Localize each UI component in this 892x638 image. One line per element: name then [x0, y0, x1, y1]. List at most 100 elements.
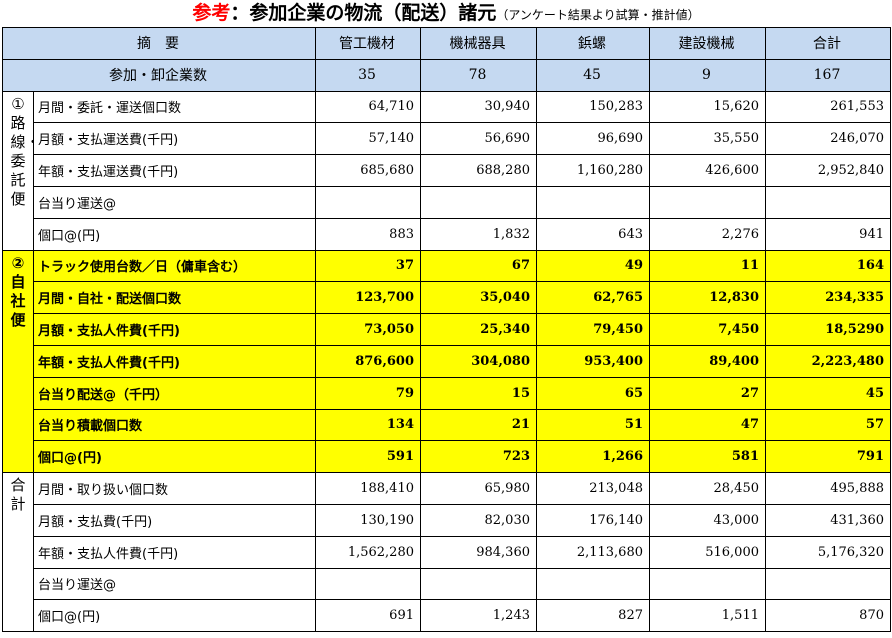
- table-cell: 18,5290: [765, 313, 891, 346]
- table-cell: [315, 185, 421, 219]
- table-cell: 130,190: [315, 503, 421, 537]
- row-label: 台当り運送@: [33, 567, 316, 601]
- table-cell: 827: [536, 599, 650, 633]
- column-header: 管工機材: [315, 27, 421, 60]
- table-cell: [649, 185, 766, 219]
- row-label: 個口@(円): [33, 440, 316, 474]
- table-cell: 28,450: [649, 472, 766, 505]
- participants-label: 参加・卸企業数: [2, 58, 316, 92]
- title-prefix: 参考: [192, 2, 231, 24]
- section-label-text: ①路線・委託便: [10, 94, 33, 208]
- table-row: 年額・支払人件費(千円) 1,562,280 984,360 2,113,680 516…: [3, 535, 891, 569]
- table-cell: 123,700: [315, 281, 421, 315]
- table-cell: 791: [765, 440, 891, 474]
- row-label: 個口@(円): [33, 599, 316, 633]
- row-label: トラック使用台数／日（傭車含む）: [33, 249, 316, 283]
- table-cell: 2,952,840: [765, 154, 891, 187]
- table-row: ②自社便 トラック使用台数／日（傭車含む） 37 67 49 11 164: [2, 249, 891, 474]
- table-cell: 25,340: [420, 313, 537, 346]
- table-cell: 7,450: [649, 313, 766, 346]
- table-cell: 45: [765, 376, 891, 410]
- participants-value: 78: [420, 58, 537, 92]
- table-cell: 57,140: [315, 122, 421, 156]
- table-cell: 51: [536, 408, 650, 442]
- page-title: 参考：参加企業の物流（配送）諸元（アンケート結果より試算・推計値）: [0, 0, 892, 27]
- table-cell: 685,680: [315, 154, 421, 187]
- table-cell: 15: [420, 376, 537, 410]
- table-row: 個口@(円) 691 1,243 827 1,511 870: [3, 599, 891, 633]
- logistics-table: 摘 要 管工機材 機械器具 鋲螺 建設機械 合計 参加・卸企業数 35 78 4…: [2, 27, 891, 633]
- table-cell: 134: [315, 408, 421, 442]
- table-cell: 12,830: [649, 281, 766, 315]
- section-total-label: 合計: [2, 472, 34, 633]
- section-label-text: ②自社便: [10, 253, 26, 329]
- table-cell: 49: [536, 249, 650, 283]
- table-cell: 35,040: [420, 281, 537, 315]
- header-summary: 摘 要: [2, 27, 316, 60]
- table-cell: 1,511: [649, 599, 766, 633]
- table-cell: 1,562,280: [315, 535, 421, 569]
- table-row: 台当り運送@: [3, 567, 891, 601]
- table-cell: 883: [315, 217, 421, 251]
- column-header: 機械器具: [420, 27, 537, 60]
- table-row: 台当り配送@（千円） 79 15 65 27 45: [3, 376, 891, 410]
- header-row: 摘 要 管工機材 機械器具 鋲螺 建設機械 合計: [2, 27, 891, 60]
- table-cell: 27: [649, 376, 766, 410]
- table-row: 月額・支払運送費(千円) 57,140 56,690 96,690 35,550 246,…: [3, 122, 891, 156]
- table-cell: 65,980: [420, 472, 537, 505]
- table-cell: 984,360: [420, 535, 537, 569]
- column-header: 鋲螺: [536, 27, 650, 60]
- row-label: 月間・自社・配送個口数: [33, 281, 316, 315]
- table-cell: 1,243: [420, 599, 537, 633]
- table-cell: 176,140: [536, 503, 650, 537]
- table-cell: 1,160,280: [536, 154, 650, 187]
- table-cell: 870: [765, 599, 891, 633]
- table-row: 月間・自社・配送個口数 123,700 35,040 62,765 12,830 234,…: [3, 281, 891, 315]
- row-label: 台当り運送@: [33, 185, 316, 219]
- table-cell: [536, 567, 650, 601]
- table-cell: 47: [649, 408, 766, 442]
- table-cell: 2,276: [649, 217, 766, 251]
- table-cell: 876,600: [315, 344, 421, 378]
- row-label: 年額・支払運送費(千円): [33, 154, 316, 187]
- table-cell: 688,280: [420, 154, 537, 187]
- table-cell: 73,050: [315, 313, 421, 346]
- participants-value: 35: [315, 58, 421, 92]
- row-label: 個口@(円): [33, 217, 316, 251]
- title-main: ：参加企業の物流（配送）諸元: [230, 2, 497, 24]
- table-cell: 213,048: [536, 472, 650, 505]
- table-cell: 941: [765, 217, 891, 251]
- table-cell: 591: [315, 440, 421, 474]
- table-cell: [536, 185, 650, 219]
- table-cell: 37: [315, 249, 421, 283]
- table-row: 個口@(円) 883 1,832 643 2,276 941: [3, 217, 891, 251]
- table-row: 年額・支払運送費(千円) 685,680 688,280 1,160,280 426,6…: [3, 154, 891, 187]
- table-cell: [649, 567, 766, 601]
- participants-value: 167: [765, 58, 891, 92]
- table-cell: 21: [420, 408, 537, 442]
- table-cell: 426,600: [649, 154, 766, 187]
- row-label: 台当り積載個口数: [33, 408, 316, 442]
- table-cell: 5,176,320: [765, 535, 891, 569]
- table-cell: 495,888: [765, 472, 891, 505]
- table-cell: [420, 185, 537, 219]
- table-cell: 15,620: [649, 90, 766, 124]
- table-cell: [315, 567, 421, 601]
- table-cell: 261,553: [765, 90, 891, 124]
- table-row: 月額・支払人件費(千円) 73,050 25,340 79,450 7,450 18,52…: [3, 313, 891, 346]
- table-cell: 1,832: [420, 217, 537, 251]
- table-cell: 304,080: [420, 344, 537, 378]
- table-cell: 56,690: [420, 122, 537, 156]
- column-header: 合計: [765, 27, 891, 60]
- section-route-consigned-label: ①路線・委託便: [2, 90, 34, 251]
- table-row: 年額・支払人件費(千円) 876,600 304,080 953,400 89,400 2…: [3, 344, 891, 378]
- section-label-text: 合計: [10, 476, 26, 514]
- table-cell: 79,450: [536, 313, 650, 346]
- table-cell: 82,030: [420, 503, 537, 537]
- table-cell: 1,266: [536, 440, 650, 474]
- row-label: 月間・取り扱い個口数: [33, 472, 316, 505]
- table-cell: 57: [765, 408, 891, 442]
- table-cell: 89,400: [649, 344, 766, 378]
- table-cell: 62,765: [536, 281, 650, 315]
- table-row: 台当り積載個口数 134 21 51 47 57: [3, 408, 891, 442]
